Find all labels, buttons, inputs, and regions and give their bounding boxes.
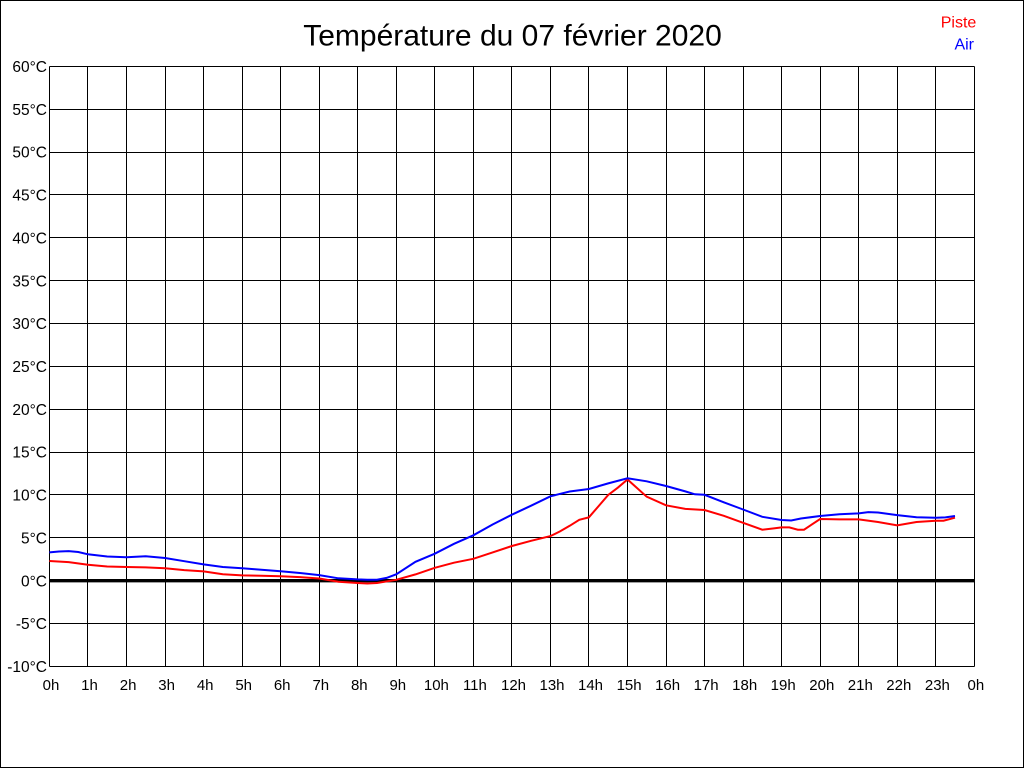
svg-text:Température du 07 février 2020: Température du 07 février 2020 [303, 20, 722, 53]
svg-text:10°C: 10°C [12, 488, 47, 505]
svg-text:7h: 7h [312, 677, 329, 694]
svg-text:5°C: 5°C [21, 530, 47, 547]
svg-text:17h: 17h [694, 677, 719, 694]
svg-text:45°C: 45°C [12, 188, 47, 205]
svg-text:Piste: Piste [941, 15, 977, 32]
svg-text:13h: 13h [539, 677, 564, 694]
svg-text:15°C: 15°C [12, 445, 47, 462]
svg-text:0h: 0h [968, 677, 985, 694]
svg-text:55°C: 55°C [12, 102, 47, 119]
svg-text:40°C: 40°C [12, 230, 47, 247]
svg-text:22h: 22h [886, 677, 911, 694]
svg-text:14h: 14h [578, 677, 603, 694]
svg-text:20h: 20h [809, 677, 834, 694]
svg-text:6h: 6h [274, 677, 291, 694]
svg-text:0°C: 0°C [21, 573, 47, 590]
svg-text:50°C: 50°C [12, 145, 47, 162]
svg-text:1h: 1h [81, 677, 98, 694]
svg-text:16h: 16h [655, 677, 680, 694]
svg-text:-10°C: -10°C [7, 659, 47, 676]
svg-text:0h: 0h [43, 677, 60, 694]
svg-text:2h: 2h [120, 677, 137, 694]
svg-text:3h: 3h [158, 677, 175, 694]
svg-text:12h: 12h [501, 677, 526, 694]
svg-text:Air: Air [954, 36, 974, 53]
svg-text:4h: 4h [197, 677, 214, 694]
svg-text:30°C: 30°C [12, 316, 47, 333]
svg-text:20°C: 20°C [12, 402, 47, 419]
svg-text:35°C: 35°C [12, 273, 47, 290]
svg-text:23h: 23h [925, 677, 950, 694]
svg-text:60°C: 60°C [12, 59, 47, 76]
svg-text:18h: 18h [732, 677, 757, 694]
svg-text:5h: 5h [235, 677, 252, 694]
svg-text:25°C: 25°C [12, 359, 47, 376]
svg-text:10h: 10h [424, 677, 449, 694]
svg-text:-5°C: -5°C [16, 616, 47, 633]
svg-text:8h: 8h [351, 677, 368, 694]
svg-text:19h: 19h [771, 677, 796, 694]
svg-text:21h: 21h [848, 677, 873, 694]
svg-text:15h: 15h [617, 677, 642, 694]
svg-text:11h: 11h [463, 677, 487, 694]
svg-text:9h: 9h [389, 677, 406, 694]
